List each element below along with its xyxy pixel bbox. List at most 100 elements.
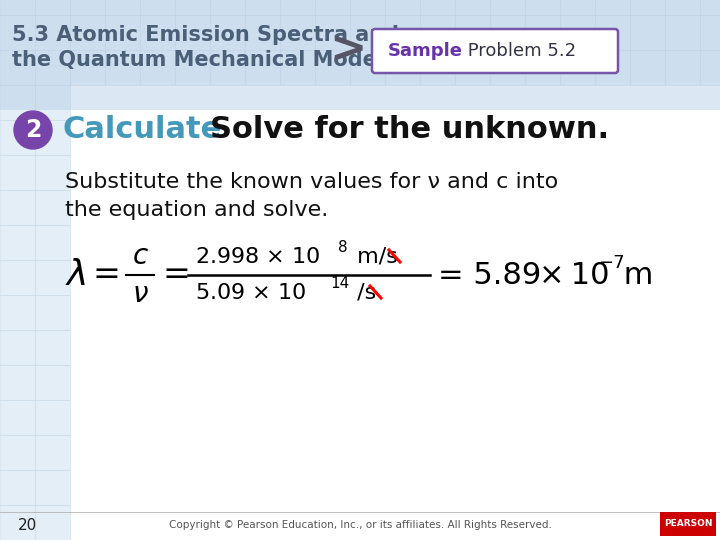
- Bar: [210, 15, 245, 50]
- Bar: [105, 0, 140, 15]
- Bar: [175, 15, 210, 50]
- Text: 2.998 $\times$ 10: 2.998 $\times$ 10: [195, 247, 320, 267]
- Bar: [0, 365, 35, 400]
- Bar: [0, 190, 35, 225]
- Bar: [350, 0, 385, 15]
- Text: 2: 2: [24, 118, 41, 142]
- Bar: [420, 15, 455, 50]
- Bar: [35, 120, 70, 155]
- Text: $\lambda$: $\lambda$: [65, 258, 86, 292]
- Bar: [700, 15, 720, 50]
- Text: 14: 14: [330, 276, 349, 292]
- Bar: [0, 50, 35, 85]
- Bar: [665, 0, 700, 15]
- Bar: [0, 295, 35, 330]
- Bar: [455, 50, 490, 85]
- Bar: [0, 435, 35, 470]
- Text: 5.09 $\times$ 10: 5.09 $\times$ 10: [195, 283, 306, 303]
- Bar: [490, 15, 525, 50]
- Bar: [70, 15, 105, 50]
- Bar: [560, 50, 595, 85]
- Text: Copyright © Pearson Education, Inc., or its affiliates. All Rights Reserved.: Copyright © Pearson Education, Inc., or …: [168, 520, 552, 530]
- Bar: [315, 0, 350, 15]
- Bar: [385, 0, 420, 15]
- Bar: [35, 400, 70, 435]
- Bar: [140, 50, 175, 85]
- Bar: [0, 400, 35, 435]
- Text: = 5.89: = 5.89: [438, 260, 541, 289]
- Bar: [490, 50, 525, 85]
- Bar: [0, 155, 35, 190]
- Text: $\times$: $\times$: [538, 260, 562, 289]
- Text: m: m: [614, 260, 653, 289]
- Bar: [35, 330, 70, 365]
- Bar: [140, 15, 175, 50]
- Bar: [105, 50, 140, 85]
- Bar: [105, 15, 140, 50]
- Bar: [630, 0, 665, 15]
- Bar: [385, 50, 420, 85]
- Bar: [245, 15, 280, 50]
- Bar: [420, 50, 455, 85]
- Text: Solve for the unknown.: Solve for the unknown.: [210, 116, 609, 145]
- Bar: [665, 50, 700, 85]
- Bar: [560, 15, 595, 50]
- Text: −7: −7: [598, 254, 625, 272]
- Text: =: =: [163, 259, 191, 292]
- Bar: [490, 0, 525, 15]
- Bar: [35, 295, 70, 330]
- Bar: [0, 0, 35, 15]
- Bar: [210, 0, 245, 15]
- FancyBboxPatch shape: [372, 29, 618, 73]
- Text: PEARSON: PEARSON: [664, 519, 712, 529]
- Bar: [35, 260, 70, 295]
- Bar: [35, 0, 70, 15]
- FancyBboxPatch shape: [660, 512, 716, 536]
- Bar: [0, 0, 720, 110]
- Text: =: =: [93, 259, 121, 292]
- Bar: [0, 15, 35, 50]
- Bar: [315, 50, 350, 85]
- Text: Problem 5.2: Problem 5.2: [462, 42, 576, 60]
- Bar: [140, 0, 175, 15]
- Bar: [70, 0, 105, 15]
- Bar: [0, 470, 35, 505]
- Bar: [35, 85, 70, 120]
- Bar: [455, 0, 490, 15]
- Bar: [525, 15, 560, 50]
- Bar: [560, 0, 595, 15]
- Bar: [280, 50, 315, 85]
- Bar: [630, 15, 665, 50]
- Text: the equation and solve.: the equation and solve.: [65, 200, 328, 220]
- Text: Sample: Sample: [388, 42, 463, 60]
- Bar: [70, 50, 105, 85]
- Text: 5.3 Atomic Emission Spectra and: 5.3 Atomic Emission Spectra and: [12, 25, 399, 45]
- Bar: [175, 0, 210, 15]
- Bar: [0, 330, 35, 365]
- Text: the Quantum Mechanical Model: the Quantum Mechanical Model: [12, 50, 384, 70]
- Bar: [595, 0, 630, 15]
- Bar: [630, 50, 665, 85]
- Bar: [0, 260, 35, 295]
- Bar: [700, 50, 720, 85]
- Bar: [35, 365, 70, 400]
- Bar: [0, 120, 35, 155]
- Text: 8: 8: [338, 240, 348, 255]
- Bar: [35, 435, 70, 470]
- Text: >: >: [329, 29, 366, 71]
- Circle shape: [14, 111, 52, 149]
- Bar: [35, 505, 70, 540]
- Bar: [35, 470, 70, 505]
- Bar: [245, 0, 280, 15]
- Text: m/s: m/s: [350, 247, 398, 267]
- Text: /s: /s: [350, 283, 377, 303]
- Bar: [0, 225, 35, 260]
- Bar: [35, 155, 70, 190]
- Bar: [35, 225, 70, 260]
- Bar: [700, 0, 720, 15]
- Bar: [280, 0, 315, 15]
- Bar: [175, 50, 210, 85]
- Bar: [245, 50, 280, 85]
- Bar: [210, 50, 245, 85]
- Bar: [350, 15, 385, 50]
